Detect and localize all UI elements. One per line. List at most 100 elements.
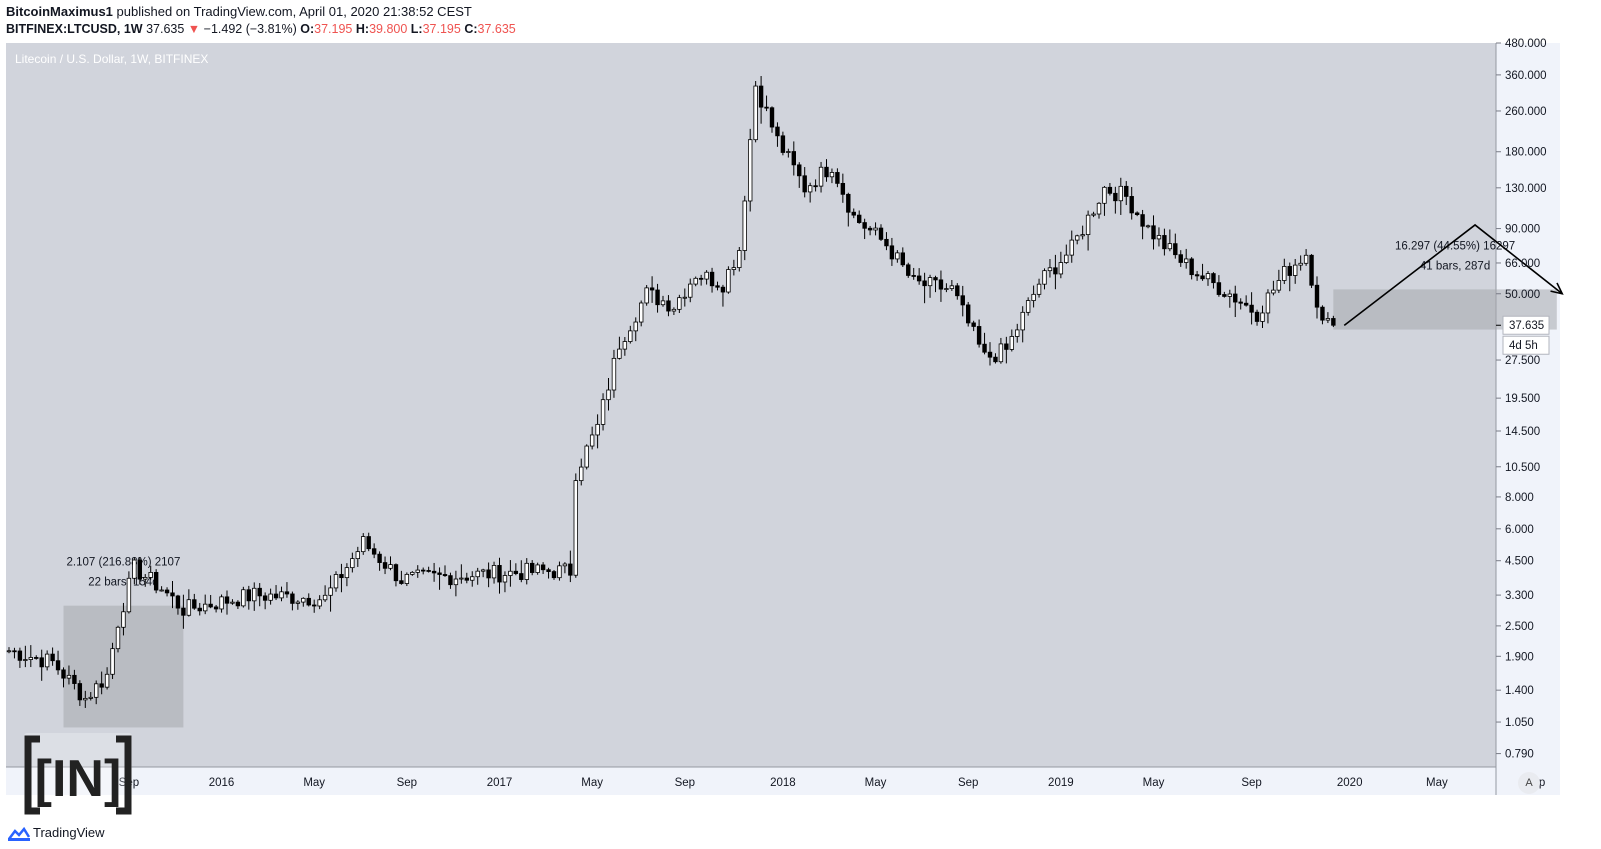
high-value: 39.800 bbox=[369, 22, 408, 36]
candle bbox=[404, 572, 410, 587]
candle bbox=[246, 585, 251, 610]
time-axis[interactable] bbox=[6, 767, 1496, 795]
y-tick-label: 0.790 bbox=[1505, 749, 1534, 761]
candle bbox=[769, 106, 775, 133]
candle bbox=[143, 574, 148, 587]
candle bbox=[1151, 215, 1156, 250]
y-tick-label: 90.000 bbox=[1505, 224, 1540, 236]
candle bbox=[50, 647, 55, 666]
countdown-text: 4d 5h bbox=[1509, 340, 1538, 352]
tradingview-logo-icon bbox=[8, 827, 30, 841]
y-tick-label: 1.050 bbox=[1505, 717, 1534, 729]
candle bbox=[1069, 230, 1074, 263]
candle bbox=[1320, 305, 1325, 325]
x-tick-label: May bbox=[581, 777, 603, 789]
candle bbox=[110, 642, 115, 680]
candle bbox=[77, 680, 83, 706]
candle bbox=[83, 690, 88, 708]
y-tick-label: 8.000 bbox=[1505, 492, 1534, 504]
candle bbox=[786, 148, 791, 158]
candle bbox=[475, 567, 480, 585]
candle bbox=[824, 159, 829, 182]
candle bbox=[622, 337, 628, 356]
candle bbox=[339, 563, 344, 593]
candle bbox=[1298, 255, 1303, 271]
candle bbox=[34, 655, 39, 660]
candle bbox=[137, 557, 142, 585]
logo-text: [IN] bbox=[35, 750, 122, 808]
measure-bars-label: 41 bars, 287d bbox=[1420, 260, 1490, 272]
candle bbox=[317, 595, 322, 610]
candle bbox=[949, 279, 955, 291]
candle bbox=[1009, 329, 1014, 352]
candle bbox=[938, 270, 944, 302]
candle bbox=[442, 565, 448, 577]
candle bbox=[1325, 312, 1331, 324]
measure-label: 2.107 (216.88%) 2107 bbox=[67, 557, 181, 569]
candle bbox=[579, 458, 584, 486]
candle bbox=[829, 168, 835, 184]
candle bbox=[1145, 224, 1151, 229]
candle bbox=[311, 599, 317, 613]
candle bbox=[1096, 202, 1102, 219]
x-tick-label: 2018 bbox=[770, 777, 796, 789]
y-tick-label: 2.500 bbox=[1505, 621, 1534, 633]
x-tick-label: May bbox=[1143, 777, 1165, 789]
candle bbox=[753, 81, 758, 143]
candle bbox=[878, 224, 884, 241]
tradingview-brand[interactable]: TradingView bbox=[33, 825, 105, 840]
y-tick-label: 1.400 bbox=[1505, 685, 1534, 697]
price-axis[interactable] bbox=[1496, 43, 1560, 795]
candle bbox=[835, 168, 840, 188]
candle bbox=[966, 301, 971, 327]
candle bbox=[600, 393, 606, 431]
candle bbox=[889, 237, 895, 266]
auto-scale-button[interactable]: A bbox=[1518, 772, 1540, 794]
candle bbox=[1167, 229, 1173, 252]
candle bbox=[170, 581, 175, 609]
candle bbox=[1020, 306, 1025, 343]
candle bbox=[1036, 278, 1042, 298]
candle bbox=[1053, 254, 1058, 290]
candle bbox=[1156, 227, 1162, 247]
y-tick-label: 6.000 bbox=[1505, 524, 1534, 536]
candle bbox=[382, 556, 388, 575]
candle bbox=[677, 294, 682, 313]
high-label: H: bbox=[355, 22, 370, 36]
candle bbox=[568, 550, 573, 583]
x-tick-label: 2019 bbox=[1048, 777, 1074, 789]
candle bbox=[649, 276, 655, 303]
candle bbox=[202, 594, 208, 615]
candle bbox=[513, 563, 519, 576]
candle bbox=[535, 562, 540, 575]
author-name[interactable]: BitcoinMaximus1 bbox=[6, 4, 113, 19]
candle bbox=[628, 325, 633, 344]
projection-line[interactable] bbox=[1343, 223, 1563, 326]
candle bbox=[66, 665, 72, 685]
candle bbox=[987, 342, 993, 366]
candle bbox=[1211, 272, 1216, 289]
candle bbox=[175, 594, 181, 615]
candle bbox=[1222, 291, 1227, 298]
candle bbox=[742, 195, 747, 261]
candle bbox=[1118, 177, 1123, 215]
close-label: C: bbox=[464, 22, 478, 36]
candle bbox=[208, 594, 213, 609]
candle bbox=[121, 602, 126, 636]
down-arrow-icon: ▼ bbox=[187, 22, 201, 36]
candle bbox=[1331, 315, 1336, 328]
candle bbox=[688, 278, 693, 303]
candle bbox=[350, 552, 355, 573]
candle bbox=[486, 562, 491, 588]
y-tick-label: 360.000 bbox=[1505, 70, 1547, 82]
candle bbox=[181, 594, 186, 629]
candle bbox=[715, 281, 720, 291]
price-change: −1.492 (−3.81%) bbox=[203, 22, 297, 36]
candle bbox=[1260, 305, 1265, 328]
candle bbox=[1042, 268, 1047, 290]
candle bbox=[840, 173, 846, 203]
y-tick-label: 19.500 bbox=[1505, 393, 1540, 405]
candle bbox=[366, 532, 371, 552]
candle bbox=[1200, 263, 1205, 281]
